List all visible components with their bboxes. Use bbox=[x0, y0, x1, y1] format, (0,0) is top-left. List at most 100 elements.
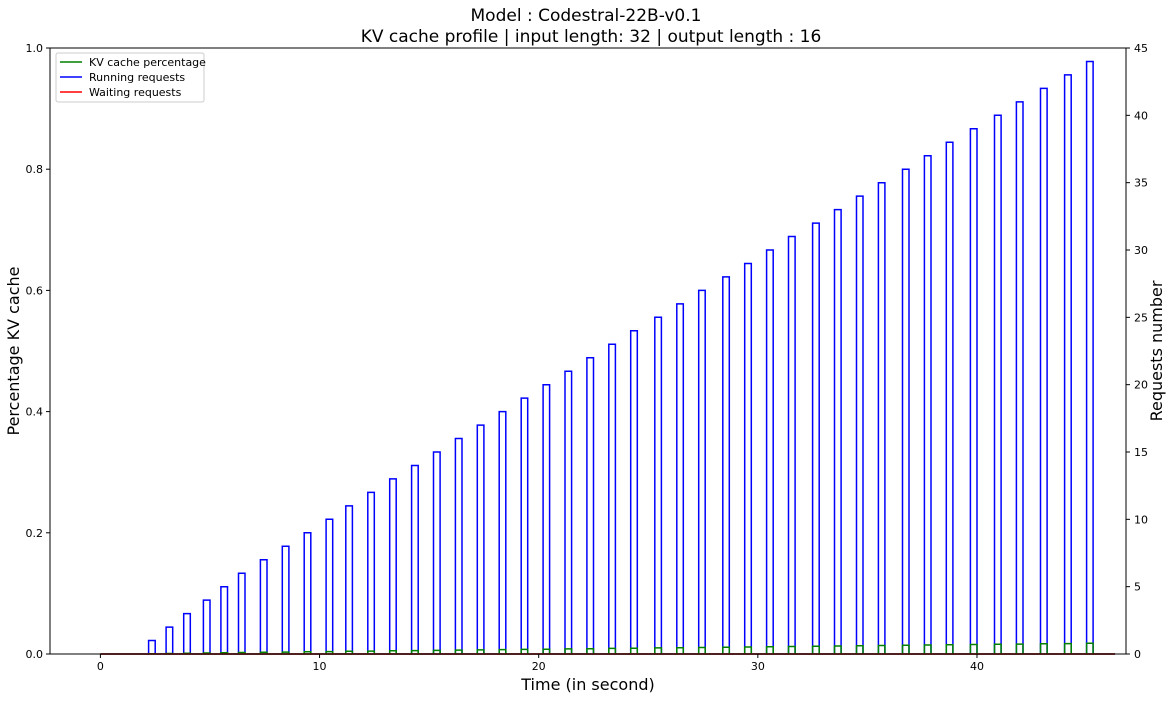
legend-label-running: Running requests bbox=[89, 71, 185, 84]
running-requests-pulse bbox=[699, 290, 706, 654]
plot-frame bbox=[50, 48, 1126, 654]
y2-tick-label: 0 bbox=[1134, 648, 1141, 661]
y-axis-label: Percentage KV cache bbox=[4, 267, 23, 436]
y2-tick-label: 30 bbox=[1134, 244, 1148, 257]
y-tick-label: 0.6 bbox=[26, 284, 44, 297]
y2-tick-label: 45 bbox=[1134, 42, 1148, 55]
kv-cache-pulse bbox=[995, 644, 1002, 654]
running-requests-pulse bbox=[239, 573, 246, 654]
y2-tick-label: 40 bbox=[1134, 109, 1148, 122]
running-requests-pulse bbox=[260, 560, 267, 654]
kv-cache-pulse bbox=[813, 646, 820, 654]
running-requests-pulse bbox=[924, 156, 931, 654]
running-requests-pulse bbox=[745, 264, 752, 655]
kv-cache-pulse bbox=[565, 649, 572, 654]
kv-cache-series bbox=[100, 643, 1115, 654]
kv-cache-pulse bbox=[970, 645, 977, 655]
x-tick-label: 10 bbox=[313, 660, 327, 673]
running-requests-pulse bbox=[304, 533, 311, 654]
y2-tick-label: 25 bbox=[1134, 311, 1148, 324]
kv-cache-pulse bbox=[1087, 643, 1094, 654]
y2-tick-label: 20 bbox=[1134, 379, 1148, 392]
running-requests-pulse bbox=[282, 546, 289, 654]
running-requests-pulse bbox=[326, 519, 333, 654]
series-layer bbox=[100, 62, 1115, 655]
running-requests-pulse bbox=[221, 587, 228, 654]
running-requests-pulse bbox=[903, 169, 910, 654]
running-requests-series bbox=[100, 62, 1115, 655]
running-requests-pulse bbox=[1087, 62, 1094, 655]
running-requests-pulse bbox=[184, 614, 191, 654]
running-requests-pulse bbox=[631, 331, 638, 654]
x-tick-label: 0 bbox=[97, 660, 104, 673]
y2-tick-label: 35 bbox=[1134, 177, 1148, 190]
legend-label-kv: KV cache percentage bbox=[89, 56, 206, 69]
running-requests-pulse bbox=[789, 237, 796, 655]
kv-cache-pulse bbox=[745, 647, 752, 654]
running-requests-pulse bbox=[813, 223, 820, 654]
kv-cache-pulse bbox=[946, 645, 953, 654]
y2-tick-label: 15 bbox=[1134, 446, 1148, 459]
y2-tick-label: 5 bbox=[1134, 581, 1141, 594]
running-requests-pulse bbox=[857, 196, 864, 654]
kv-cache-pulse bbox=[835, 646, 842, 654]
running-requests-pulse bbox=[677, 304, 684, 654]
kv-cache-pulse bbox=[878, 646, 885, 655]
running-requests-pulse bbox=[166, 627, 173, 654]
y-tick-label: 0.4 bbox=[26, 406, 44, 419]
kv-cache-pulse bbox=[1065, 644, 1072, 654]
running-requests-pulse bbox=[543, 385, 550, 654]
chart-subtitle: KV cache profile | input length: 32 | ou… bbox=[361, 27, 822, 47]
kv-cache-pulse bbox=[677, 648, 684, 654]
running-requests-pulse bbox=[434, 452, 441, 654]
running-requests-pulse bbox=[767, 250, 774, 654]
x-axis-label: Time (in second) bbox=[520, 675, 654, 694]
x-tick-label: 20 bbox=[532, 660, 546, 673]
kv-cache-pulse bbox=[587, 649, 594, 654]
kv-cache-pulse bbox=[655, 648, 662, 654]
running-requests-pulse bbox=[878, 183, 885, 654]
running-requests-pulse bbox=[521, 398, 528, 654]
x-tick-label: 40 bbox=[970, 660, 984, 673]
kv-cache-pulse bbox=[924, 645, 931, 654]
y-tick-label: 0.0 bbox=[26, 648, 44, 661]
running-requests-pulse bbox=[149, 641, 156, 655]
kv-cache-pulse bbox=[699, 648, 706, 655]
running-requests-pulse bbox=[565, 371, 572, 654]
y2-axis-label: Requests number bbox=[1147, 280, 1166, 421]
legend-label-waiting: Waiting requests bbox=[89, 86, 182, 99]
running-requests-pulse bbox=[412, 466, 419, 655]
legend: KV cache percentage Running requests Wai… bbox=[56, 53, 206, 102]
running-requests-pulse bbox=[835, 210, 842, 654]
running-requests-pulse bbox=[609, 344, 616, 654]
kv-cache-pulse bbox=[789, 647, 796, 655]
running-requests-pulse bbox=[368, 492, 375, 654]
running-requests-pulse bbox=[655, 317, 662, 654]
running-requests-pulse bbox=[477, 425, 484, 654]
running-requests-pulse bbox=[346, 506, 353, 654]
y-tick-label: 1.0 bbox=[26, 42, 44, 55]
running-requests-pulse bbox=[995, 115, 1002, 654]
running-requests-pulse bbox=[587, 358, 594, 654]
running-requests-pulse bbox=[1041, 88, 1048, 654]
y-tick-label: 0.8 bbox=[26, 163, 44, 176]
running-requests-pulse bbox=[203, 600, 210, 654]
kv-cache-pulse bbox=[1016, 644, 1023, 654]
kv-cache-pulse bbox=[723, 647, 730, 654]
kv-cache-pulse bbox=[857, 646, 864, 654]
y-tick-label: 0.2 bbox=[26, 527, 44, 540]
y2-tick-label: 10 bbox=[1134, 513, 1148, 526]
kv-cache-pulse bbox=[1041, 644, 1048, 654]
kv-cache-pulse bbox=[903, 645, 910, 654]
running-requests-pulse bbox=[723, 277, 730, 654]
running-requests-pulse bbox=[390, 479, 397, 654]
kv-cache-pulse bbox=[631, 648, 638, 654]
running-requests-pulse bbox=[970, 129, 977, 654]
running-requests-pulse bbox=[1016, 102, 1023, 654]
running-requests-pulse bbox=[1065, 75, 1072, 654]
kv-cache-pulse bbox=[609, 648, 616, 654]
running-requests-pulse bbox=[499, 412, 506, 654]
kv-cache-pulse bbox=[767, 647, 774, 654]
